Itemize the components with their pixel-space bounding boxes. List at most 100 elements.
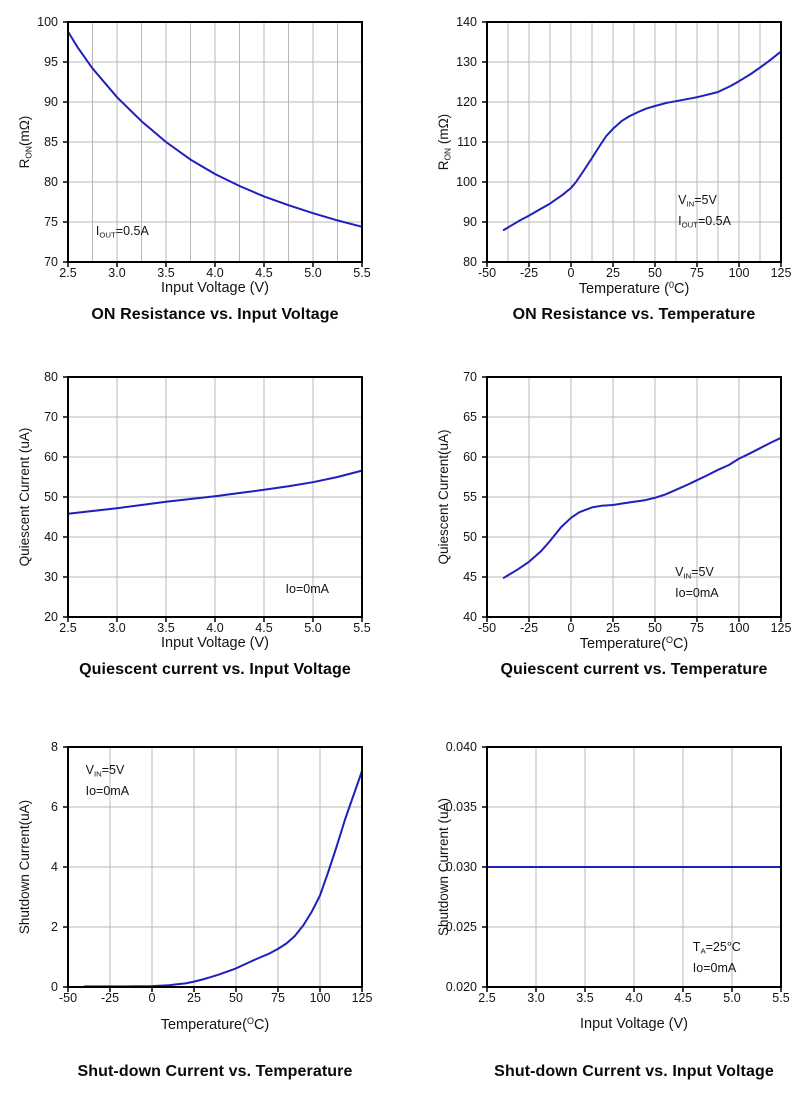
plot-border [486, 376, 782, 618]
x-tick-label: 4.5 [255, 621, 273, 635]
chart-title: ON Resistance vs. Input Voltage [91, 306, 339, 323]
chart-title: Shut-down Current vs. Temperature [77, 1063, 353, 1080]
x-tick-label: 3.0 [108, 266, 126, 280]
x-tick-label: 2.5 [59, 266, 77, 280]
y-tick-label: 50 [44, 490, 58, 504]
plot-border [486, 746, 782, 988]
plot-border [486, 21, 782, 263]
plot-border [67, 21, 363, 263]
annotation: VIN=5V Io=0mA [675, 564, 719, 601]
x-tick-label: 25 [187, 991, 201, 1005]
plot-border [67, 376, 363, 618]
annotation: VIN=5V Io=0mA [85, 763, 130, 799]
x-tick-label: 5.5 [772, 991, 790, 1005]
y-tick-label: 0.020 [445, 980, 477, 994]
y-tick-label: 0.035 [445, 800, 477, 814]
annotation: VIN=5V IOUT=0.5A [678, 193, 731, 230]
plot-area-shutdown-current-vs-temperature [63, 746, 363, 992]
annotation: TA=25°C Io=0mA [692, 939, 741, 975]
x-tick-label: 0 [148, 991, 156, 1005]
annotation: Io=0mA [285, 581, 329, 596]
y-tick-label: 80 [463, 255, 477, 269]
x-tick-label: 75 [690, 266, 704, 280]
chart-title: Quiescent current vs. Temperature [500, 661, 768, 678]
x-tick-label: 50 [229, 991, 243, 1005]
x-tick-label: 2.5 [59, 621, 77, 635]
chart-quiescent-current-vs-input-voltage: Quiescent current vs. Input Voltage 20 30… [17, 369, 371, 699]
y-tick-label: 50 [463, 530, 477, 544]
annotation: IOUT=0.5A [95, 224, 149, 240]
x-tick-label: 100 [728, 266, 750, 280]
y-axis-label: Shutdown Current (uA) [436, 797, 451, 937]
x-tick-label: 3.5 [157, 266, 175, 280]
x-tick-label: -25 [519, 621, 539, 635]
x-tick-label: 0 [567, 621, 575, 635]
y-tick-label: 85 [44, 135, 58, 149]
x-tick-label: 5.5 [353, 266, 371, 280]
y-tick-label: 70 [463, 370, 477, 384]
y-axis-label: RON (mΩ) [436, 113, 453, 171]
y-tick-label: 120 [456, 95, 477, 109]
x-tick-label: 125 [351, 991, 373, 1005]
y-tick-label: 0.040 [445, 740, 477, 754]
x-tick-label: 100 [728, 621, 750, 635]
chart-shutdown-current-vs-input-voltage: Shut-down Current vs. Input Voltage 0.02… [436, 739, 790, 1101]
charts-row-3: Shut-down Current vs. Temperature 0 2 4 6 8 -… [0, 739, 795, 1101]
x-tick-label: 3.0 [108, 621, 126, 635]
x-tick-label: -50 [477, 621, 497, 635]
x-tick-label: 4.0 [625, 991, 643, 1005]
y-axis-label: Quiescent Current (uA) [17, 427, 32, 567]
plot-area-quiescent-current-vs-input-voltage [63, 376, 363, 622]
y-tick-label: 80 [44, 175, 58, 189]
x-tick-label: 5.0 [304, 266, 322, 280]
chart-on-resistance-vs-input-voltage: ON Resistance vs. Input Voltage 70 75 80 85… [17, 14, 371, 344]
y-tick-label: 140 [456, 15, 477, 29]
x-tick-label: 3.5 [157, 621, 175, 635]
y-tick-label: 55 [463, 490, 477, 504]
chart-title: Quiescent current vs. Input Voltage [79, 661, 351, 678]
y-tick-label: 40 [463, 610, 477, 624]
x-tick-label: 0 [567, 266, 575, 280]
y-tick-label: 8 [51, 740, 58, 754]
x-tick-label: 4.0 [206, 266, 224, 280]
x-tick-label: 50 [648, 266, 662, 280]
y-tick-label: 60 [463, 450, 477, 464]
y-tick-label: 75 [44, 215, 58, 229]
y-tick-label: 40 [44, 530, 58, 544]
chart-title: ON Resistance vs. Temperature [512, 306, 756, 323]
x-tick-label: 125 [770, 266, 792, 280]
chart-on-resistance-vs-temperature: ON Resistance vs. Temperature 80 90 100 110… [436, 14, 791, 344]
y-tick-label: 90 [463, 215, 477, 229]
y-tick-label: 60 [44, 450, 58, 464]
x-axis-label: Input Voltage (V) [160, 280, 269, 296]
x-axis-label: Temperature(OC) [160, 1016, 270, 1033]
plot-area-on-resistance-vs-input-voltage [63, 21, 363, 267]
chart-shutdown-current-vs-temperature: Shut-down Current vs. Temperature 0 2 4 6 8 -… [17, 739, 372, 1101]
x-tick-label: 25 [606, 621, 620, 635]
y-tick-label: 45 [463, 570, 477, 584]
y-tick-label: 20 [44, 610, 58, 624]
y-tick-label: 90 [44, 95, 58, 109]
x-axis-label: Input Voltage (V) [579, 1016, 688, 1032]
x-tick-label: 4.0 [206, 621, 224, 635]
x-axis-label: Input Voltage (V) [160, 635, 269, 651]
y-axis-label: Quiescent Current(uA) [436, 429, 451, 565]
plot-border [67, 746, 363, 988]
plot-area-on-resistance-vs-temperature [482, 21, 782, 267]
curve-quiescent-current-vs-input-voltage [67, 469, 363, 515]
x-tick-label: 25 [606, 266, 620, 280]
charts-row-2: Quiescent current vs. Input Voltage 20 30… [0, 369, 795, 699]
x-tick-label: 75 [271, 991, 285, 1005]
x-tick-label: 5.0 [723, 991, 741, 1005]
x-tick-label: 2.5 [478, 991, 496, 1005]
chart-quiescent-current-vs-temperature: Quiescent current vs. Temperature 40 45 50… [436, 369, 791, 699]
y-tick-label: 6 [51, 800, 58, 814]
y-tick-label: 100 [37, 15, 58, 29]
x-tick-label: 5.5 [353, 621, 371, 635]
y-axis-label: RON(mΩ) [17, 115, 34, 169]
x-axis-label: Temperature (0C) [578, 280, 690, 297]
curve-on-resistance-vs-input-voltage [67, 30, 363, 228]
x-tick-label: 4.5 [255, 266, 273, 280]
y-tick-label: 0.030 [445, 860, 477, 874]
x-tick-label: -25 [519, 266, 539, 280]
